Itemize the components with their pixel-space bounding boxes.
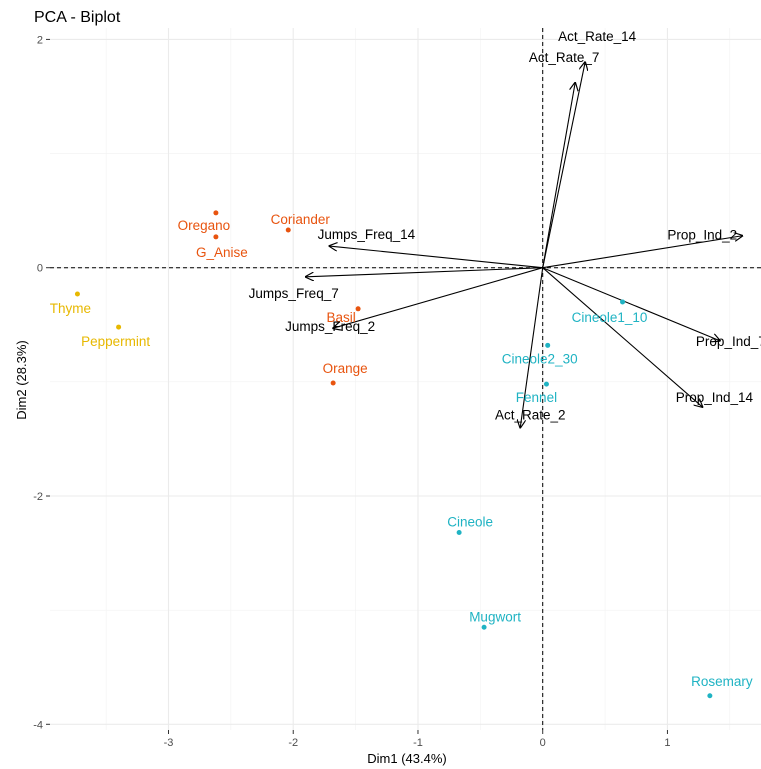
variable-label: Prop_Ind_7 [696, 334, 761, 349]
y-tick-label: -2 [33, 491, 43, 503]
variable-arrow [520, 267, 544, 428]
variable-label: Jumps_Freq_14 [318, 227, 416, 242]
variable-label: Act_Rate_7 [529, 50, 600, 65]
variable-label: Act_Rate_2 [495, 408, 566, 423]
individual-point [707, 693, 713, 699]
individual-points [74, 210, 713, 699]
individual-point [620, 299, 626, 305]
individual-label: Cineole1_10 [572, 310, 648, 325]
individual-label: Cineole2_30 [502, 351, 578, 366]
individual-label: Peppermint [81, 334, 150, 349]
individual-point [285, 227, 291, 233]
individual-label: Thyme [50, 301, 91, 316]
x-tick-label: 1 [664, 737, 670, 749]
variable-arrows [306, 62, 743, 427]
individual-label: Rosemary [691, 674, 753, 689]
individual-point [74, 291, 80, 297]
variable-arrow [542, 83, 575, 268]
y-axis-title: Dim2 (28.3%) [14, 340, 29, 419]
variable-label: Jumps_Freq_7 [249, 286, 339, 301]
x-axis-ticks: -3 -2 -1 0 1 [164, 730, 671, 749]
variable-label: Jumps_Freq_2 [285, 319, 375, 334]
x-tick-label: -2 [288, 737, 298, 749]
variable-labels: Act_Rate_14 Act_Rate_7 Prop_Ind_2 Prop_Ind_… [249, 29, 761, 422]
individual-label: Mugwort [469, 609, 521, 624]
reference-lines [50, 28, 761, 730]
x-axis-title: Dim1 (43.4%) [367, 751, 446, 766]
individual-point [481, 624, 487, 630]
chart-title: PCA - Biplot [34, 9, 121, 26]
variable-arrow [542, 236, 743, 269]
variable-arrow [542, 267, 720, 341]
individual-label: Coriander [271, 212, 331, 227]
individual-labels: Oregano G_Anise Coriander Basil Orange Thyme P… [50, 212, 753, 689]
x-tick-label: -3 [164, 737, 174, 749]
individual-label: Basil [326, 310, 355, 325]
individual-label: Orange [323, 361, 368, 376]
individual-point [213, 234, 219, 240]
variable-label: Prop_Ind_14 [676, 390, 754, 405]
y-axis-ticks: -4 -2 0 2 [33, 34, 50, 731]
variable-label: Prop_Ind_2 [667, 228, 737, 243]
individual-label: Cineole [447, 515, 493, 530]
variable-arrow [333, 267, 543, 328]
individual-label: Fennel [516, 390, 557, 405]
individual-point [355, 306, 361, 312]
individual-point [213, 210, 219, 216]
individual-point [456, 530, 462, 536]
variable-label: Act_Rate_14 [558, 29, 637, 44]
individual-point [116, 324, 122, 330]
individual-point [543, 381, 549, 387]
individual-point [545, 342, 551, 348]
individual-label: Oregano [178, 218, 231, 233]
variable-arrow [542, 267, 703, 407]
y-tick-label: 0 [37, 263, 43, 275]
variable-arrow [306, 267, 543, 277]
y-tick-label: -4 [33, 719, 43, 731]
individual-label: G_Anise [196, 245, 248, 260]
x-tick-label: 0 [540, 737, 546, 749]
variable-arrow [542, 62, 585, 268]
major-gridlines [50, 28, 761, 730]
x-tick-label: -1 [413, 737, 423, 749]
variable-arrow [329, 246, 543, 269]
individual-point [330, 380, 336, 386]
y-tick-label: 2 [37, 34, 43, 46]
